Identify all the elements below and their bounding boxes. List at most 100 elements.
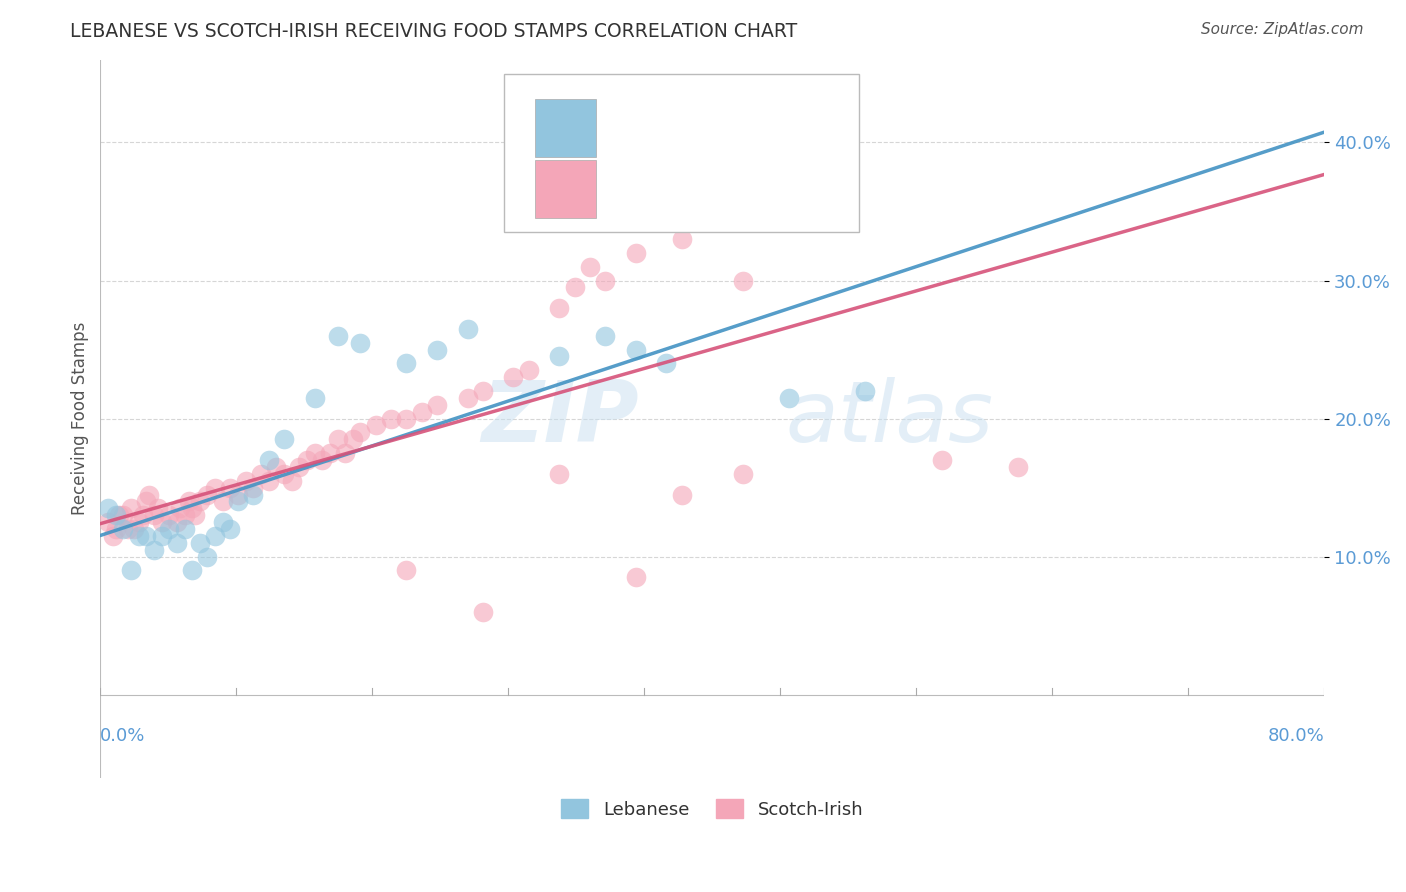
Point [395,564,418,578]
Point [311,453,333,467]
Point [204,481,226,495]
Point [655,356,678,370]
Point [235,474,257,488]
Point [288,459,311,474]
Point [120,501,142,516]
Text: atlas: atlas [786,377,994,460]
Text: N = 33: N = 33 [742,119,817,137]
Point [624,246,647,260]
Point [226,487,249,501]
Text: ZIP: ZIP [481,377,638,460]
Point [166,515,188,529]
Point [380,411,402,425]
Legend: Lebanese, Scotch-Irish: Lebanese, Scotch-Irish [554,792,870,826]
Point [177,494,200,508]
Point [853,384,876,398]
Point [107,508,129,523]
Point [157,522,180,536]
Point [257,474,280,488]
Point [548,467,571,481]
Point [97,515,120,529]
Point [173,522,195,536]
Point [181,501,204,516]
Point [349,335,371,350]
Point [517,363,540,377]
Point [122,522,145,536]
Point [671,232,693,246]
Point [169,501,191,516]
Point [101,529,124,543]
Point [548,350,571,364]
Point [97,501,120,516]
Point [579,260,602,274]
Point [138,487,160,501]
Text: Source: ZipAtlas.com: Source: ZipAtlas.com [1201,22,1364,37]
Point [426,398,449,412]
Point [778,163,800,178]
Point [135,529,157,543]
Point [624,570,647,584]
Point [142,542,165,557]
Text: 80.0%: 80.0% [1268,727,1324,745]
Point [326,432,349,446]
Point [319,446,342,460]
Point [211,494,233,508]
Point [173,508,195,523]
Point [471,384,494,398]
Point [457,322,479,336]
Point [624,343,647,357]
Point [142,508,165,523]
Point [778,391,800,405]
Point [273,467,295,481]
Point [548,301,571,315]
Point [219,522,242,536]
Point [184,508,207,523]
Point [342,432,364,446]
Point [808,136,831,150]
Point [242,481,264,495]
Y-axis label: Receiving Food Stamps: Receiving Food Stamps [72,322,89,516]
Point [242,487,264,501]
Point [112,508,135,523]
Point [273,432,295,446]
FancyBboxPatch shape [505,74,859,232]
Point [211,515,233,529]
Point [135,494,157,508]
Point [395,411,418,425]
Point [593,273,616,287]
Point [564,280,586,294]
Point [188,536,211,550]
Point [257,453,280,467]
Point [364,418,387,433]
Point [731,273,754,287]
Point [702,191,724,205]
Point [204,529,226,543]
Point [188,494,211,508]
Point [502,370,524,384]
Point [128,515,150,529]
Point [219,481,242,495]
Point [120,564,142,578]
Point [295,453,318,467]
Point [112,522,135,536]
Point [457,391,479,405]
Point [250,467,273,481]
Point [304,446,326,460]
Point [304,391,326,405]
Point [128,529,150,543]
Point [671,487,693,501]
Point [104,508,127,523]
Point [395,356,418,370]
Point [426,343,449,357]
Point [132,508,155,523]
Point [280,474,302,488]
Point [471,605,494,619]
Text: N = 71: N = 71 [742,179,817,198]
Point [593,328,616,343]
Text: 0.0%: 0.0% [100,727,146,745]
Text: LEBANESE VS SCOTCH-IRISH RECEIVING FOOD STAMPS CORRELATION CHART: LEBANESE VS SCOTCH-IRISH RECEIVING FOOD … [70,22,797,41]
Point [731,467,754,481]
Point [148,501,170,516]
Point [150,515,173,529]
Point [104,522,127,536]
